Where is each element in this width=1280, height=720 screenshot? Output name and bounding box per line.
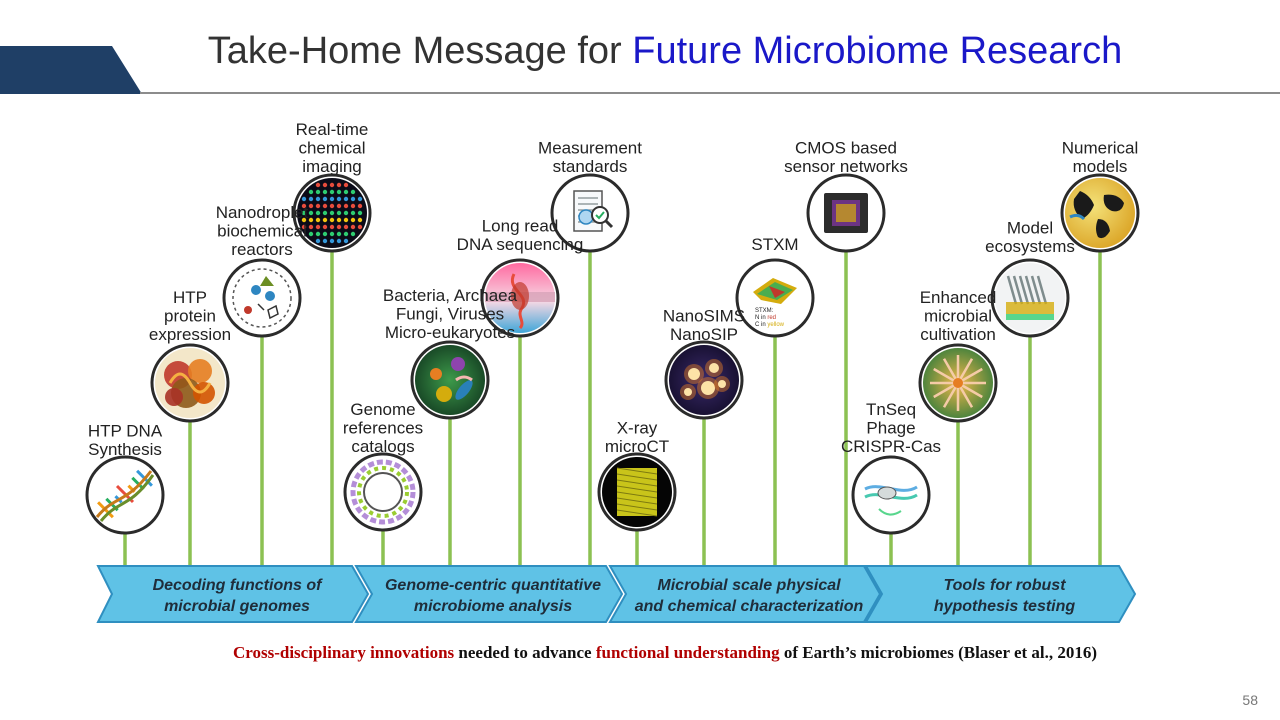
stage-1: Decoding functions of microbial genomes <box>96 565 370 623</box>
stage-title-line2: microbial genomes <box>164 598 310 615</box>
microbes-icon <box>410 340 490 420</box>
label-long-read-sequencing: Long read DNA sequencing <box>457 217 584 255</box>
title-main: Take-Home Message for <box>207 30 633 72</box>
stage-title-line2: and chemical characterization <box>635 598 864 615</box>
stage-title-line1: Tools for robust <box>943 577 1066 594</box>
title-rule <box>140 92 1280 94</box>
label-genome-references: Genome references catalogs <box>343 400 423 456</box>
stage-chevron <box>96 565 370 623</box>
cultivation-icon <box>918 343 998 423</box>
stage-3: Microbial scale physical and chemical cha… <box>608 565 882 623</box>
chemical-imaging-icon <box>292 173 372 253</box>
stage-band: Decoding functions of microbial genomes Ge… <box>96 565 1137 623</box>
stage-title-line1: Decoding functions of <box>153 577 324 594</box>
nanodroplet-icon <box>222 258 302 338</box>
crispr-icon <box>851 455 931 535</box>
caption-earth: of Earth’s microbiomes (Blaser et al., 2… <box>779 643 1098 662</box>
label-bacteria-archaea: Bacteria, Archaea Fungi, Viruses Micro-euk… <box>383 286 518 342</box>
document-magnifier-icon <box>550 173 630 253</box>
dna-helix-icon <box>85 455 165 535</box>
stage-title-line2: hypothesis testing <box>934 598 1076 615</box>
stage-4: Tools for robust hypothesis testing <box>864 565 1137 623</box>
label-stxm: STXM <box>751 235 798 254</box>
membrane-pore-icon <box>480 258 560 338</box>
caption-needed: needed to advance <box>454 643 596 662</box>
title-accent: Future Microbiome Research <box>632 30 1123 72</box>
genome-ring-icon <box>343 452 423 532</box>
stage-title-line1: Microbial scale physical <box>657 577 841 594</box>
label-cmos-sensors: CMOS based sensor networks <box>784 139 908 177</box>
stxm-legend-title: STXM: <box>755 308 774 314</box>
corner-tab-decoration <box>0 46 142 94</box>
stage-title-line1: Genome-centric quantitative <box>385 577 601 594</box>
label-nanosims: NanoSIMS NanoSIP <box>663 307 745 345</box>
caption: Cross-disciplinary innovations needed to… <box>0 643 1280 663</box>
label-nanodroplet-reactors: Nanodroplet biochemical reactors <box>216 203 309 259</box>
stxm-legend-c: C in yellow <box>755 322 785 328</box>
stage-chevron <box>354 565 624 623</box>
label-model-ecosystems: Model ecosystems <box>985 219 1075 257</box>
protein-structure-icon <box>150 343 230 423</box>
caption-innovations: Cross-disciplinary innovations <box>232 643 455 662</box>
stage-chevron <box>608 565 882 623</box>
globe-icon <box>1060 173 1140 253</box>
slide-title: Take-Home Message for Future Microbiome … <box>0 30 1280 73</box>
stem-layer <box>123 251 1102 570</box>
page-number: 58 <box>1242 692 1258 708</box>
stxm-legend-n: N in red <box>755 315 776 321</box>
ecosystem-device-icon <box>990 258 1070 338</box>
label-tnseq-crispr: TnSeq Phage CRISPR-Cas <box>841 400 941 456</box>
stage-title-line2: microbiome analysis <box>414 598 572 615</box>
label-numerical-models: Numerical models <box>1062 139 1139 177</box>
label-htp-protein-expression: HTP protein expression <box>149 288 231 344</box>
innovation-diagram: Decoding functions of microbial genomes Ge… <box>85 120 1140 623</box>
label-xray-microct: X-ray microCT <box>605 419 669 457</box>
cmos-chip-icon <box>806 173 886 253</box>
microct-volume-icon <box>597 452 677 532</box>
label-chemical-imaging: Real-time chemical imaging <box>296 120 369 176</box>
label-measurement-standards: Measurement standards <box>538 139 642 177</box>
stage-chevron <box>864 565 1137 623</box>
caption-functional: functional understanding <box>595 643 780 662</box>
stage-2: Genome-centric quantitative microbiome an… <box>354 565 624 623</box>
nanosims-map-icon <box>664 340 744 420</box>
label-microbial-cultivation: Enhanced microbial cultivation <box>920 288 997 344</box>
label-htp-dna-synthesis: HTP DNA Synthesis <box>88 422 163 460</box>
label-layer: HTP DNA Synthesis HTP protein expression Nano… <box>88 120 1138 459</box>
